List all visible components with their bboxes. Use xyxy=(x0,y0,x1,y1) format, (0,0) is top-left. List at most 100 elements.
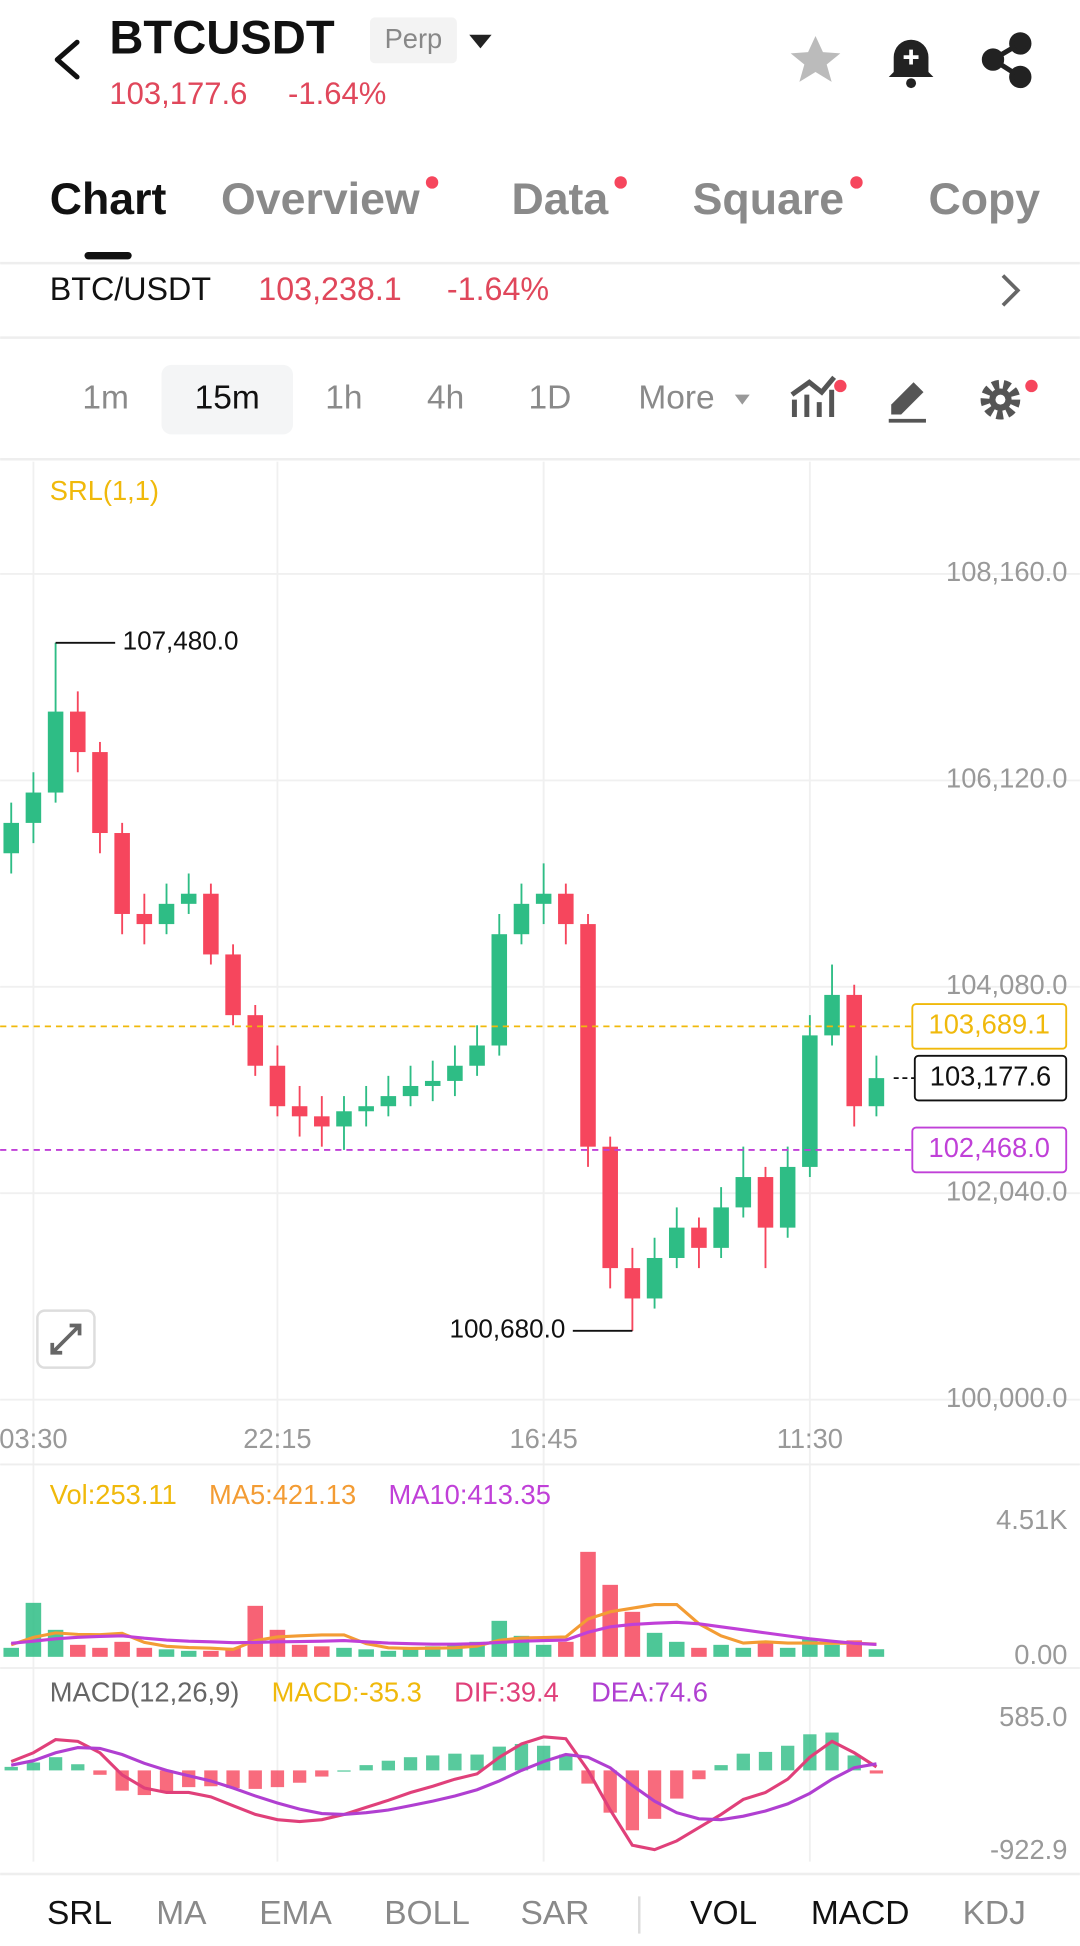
interval-highlight xyxy=(161,364,294,435)
candle-body xyxy=(646,1257,663,1299)
volume-bar xyxy=(25,1602,42,1657)
candle-body xyxy=(846,994,862,1107)
x-tick-label: 03:30 xyxy=(0,1423,68,1454)
alert-icon[interactable] xyxy=(888,39,934,89)
header-change: -1.64% xyxy=(288,76,386,111)
volume-bar xyxy=(380,1650,397,1657)
indicator-line xyxy=(10,1745,877,1822)
macd-bar xyxy=(758,1751,773,1771)
tab-badge xyxy=(425,176,439,189)
settings-icon[interactable] xyxy=(980,379,1038,420)
candle-body xyxy=(269,1065,286,1107)
macd-bar xyxy=(781,1745,795,1771)
volume-bar xyxy=(868,1649,885,1657)
macd-bar xyxy=(248,1770,262,1789)
indicator-tab[interactable]: BOLL xyxy=(384,1895,470,1932)
indicator-tab[interactable]: VOL xyxy=(690,1895,757,1932)
tab-badge xyxy=(850,176,863,189)
macd-bar xyxy=(514,1743,529,1771)
candle-body xyxy=(779,1166,796,1228)
last-price-label: 103,177.6 xyxy=(930,1060,1051,1091)
volume-bar xyxy=(668,1641,685,1657)
macd-bar xyxy=(48,1757,63,1771)
candle-body xyxy=(92,752,108,834)
tab[interactable]: Data xyxy=(511,175,609,224)
pair-chevron[interactable] xyxy=(1001,274,1021,307)
share-icon[interactable] xyxy=(981,32,1032,89)
candle-body xyxy=(225,954,241,1016)
interval[interactable]: 1h xyxy=(325,379,362,416)
volume-bar xyxy=(735,1647,752,1657)
indicator-tab[interactable]: SRL xyxy=(47,1895,112,1932)
indicator-tab[interactable]: EMA xyxy=(259,1895,332,1932)
macd-bar xyxy=(359,1765,373,1771)
volume-bar xyxy=(535,1644,552,1657)
candle-body xyxy=(158,903,175,925)
candle-body xyxy=(25,792,42,823)
candle-body xyxy=(358,1106,374,1112)
favorite-icon[interactable] xyxy=(790,35,841,82)
interval[interactable]: 1m xyxy=(82,379,129,416)
symbol: BTCUSDT xyxy=(109,10,334,63)
tab-badge xyxy=(614,176,627,189)
macd-bar xyxy=(603,1770,617,1813)
min-label: 100,680.0 xyxy=(449,1314,565,1344)
candle-body xyxy=(868,1078,885,1107)
pair-price: 103,238.1 xyxy=(258,271,401,307)
dropdown[interactable] xyxy=(469,34,492,49)
indicator-icon[interactable] xyxy=(790,375,847,417)
indicator-tab[interactable]: KDJ xyxy=(963,1895,1026,1932)
macd-bar xyxy=(137,1770,151,1796)
indicator-tab[interactable]: MA xyxy=(156,1895,207,1932)
indicator-tab[interactable]: SAR xyxy=(520,1895,589,1932)
volume-bar xyxy=(424,1646,441,1657)
macd-bar xyxy=(692,1770,706,1780)
macd-bar xyxy=(647,1770,662,1819)
x-tick-label: 22:15 xyxy=(243,1423,311,1454)
interval[interactable]: 1D xyxy=(529,379,572,416)
tab[interactable]: Square xyxy=(693,175,844,224)
volume-bar xyxy=(136,1647,153,1657)
volume-bar xyxy=(291,1644,308,1657)
interval[interactable]: More xyxy=(638,379,714,416)
legend-label: Vol:253.11 xyxy=(50,1479,177,1510)
candle-body xyxy=(580,924,596,1147)
candle-body xyxy=(757,1177,774,1228)
interval[interactable]: 15m xyxy=(195,379,260,416)
interval[interactable]: 4h xyxy=(427,379,464,416)
legend-label: DEA:74.6 xyxy=(591,1676,708,1707)
indicator-line xyxy=(10,1603,877,1651)
macd-bar xyxy=(470,1754,484,1771)
volume-bar xyxy=(92,1647,108,1657)
charts: 03:30 22:15 16:45 11:30 108,160.0 106,120.0 10… xyxy=(0,461,1080,1865)
volume-bar xyxy=(336,1647,352,1657)
back-button[interactable] xyxy=(54,39,80,80)
tab[interactable]: Copy xyxy=(928,175,1040,224)
indicator-tab[interactable]: MACD xyxy=(811,1895,910,1932)
volume-bar xyxy=(158,1649,175,1657)
indicator-label: SRL(1,1) xyxy=(50,475,159,506)
macd-bar xyxy=(670,1770,684,1799)
macd-bar xyxy=(93,1770,107,1775)
y-tick-label: 4.51K xyxy=(996,1504,1067,1535)
candle-body xyxy=(114,833,130,914)
candle-body xyxy=(70,711,86,753)
macd-bar xyxy=(714,1765,728,1771)
last-price-box xyxy=(913,1054,1068,1102)
badge: Perp xyxy=(385,23,443,54)
tab[interactable]: Chart xyxy=(50,175,167,224)
candle-body xyxy=(469,1045,485,1066)
macd-bar xyxy=(448,1753,462,1771)
interval-dropdown xyxy=(734,394,750,405)
tab[interactable]: Overview xyxy=(221,175,420,224)
indicator-line xyxy=(11,1620,877,1646)
candle-body xyxy=(668,1227,685,1258)
expand-button[interactable] xyxy=(36,1309,96,1369)
candle-body xyxy=(136,913,153,925)
volume-bar xyxy=(180,1650,197,1657)
macd-bar xyxy=(736,1753,750,1771)
draw-icon[interactable] xyxy=(888,382,926,423)
level-label: 102,468.0 xyxy=(929,1132,1050,1163)
